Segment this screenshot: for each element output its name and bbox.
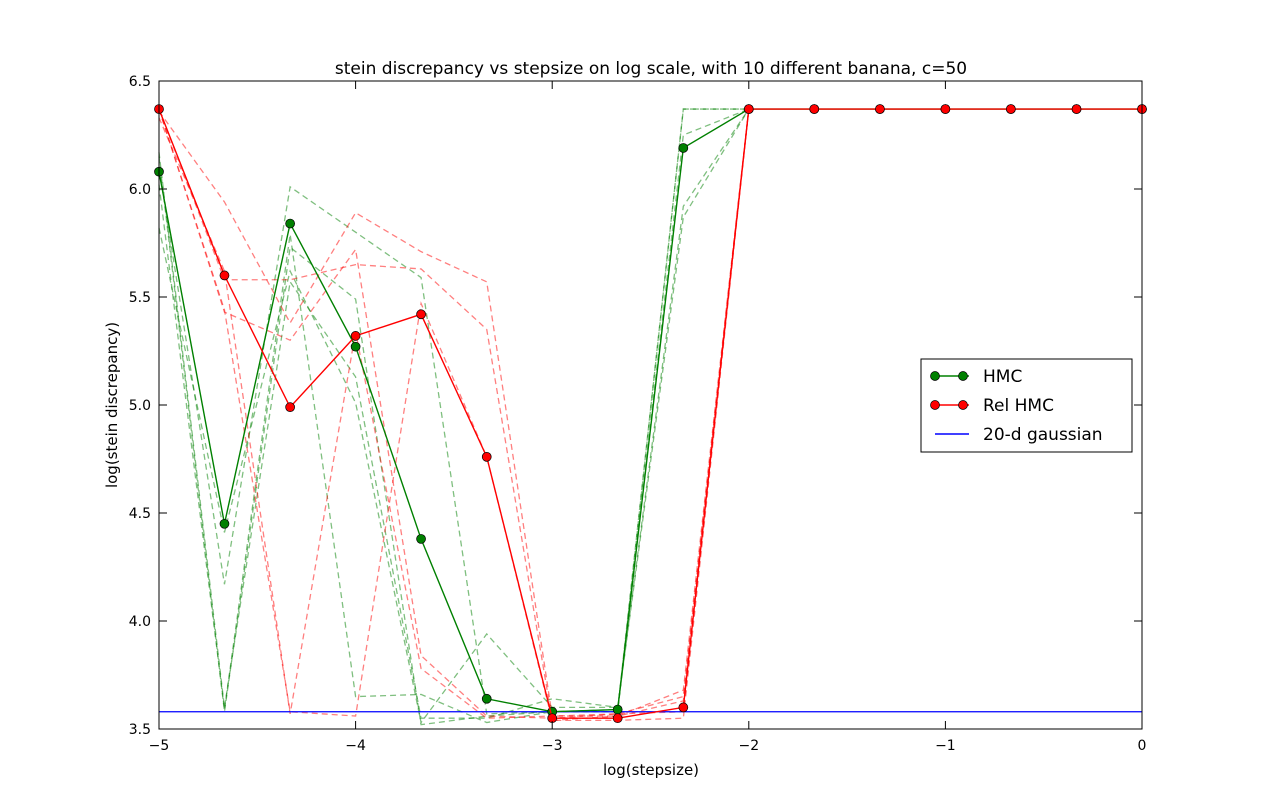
x-tick-label: −1 <box>935 738 956 754</box>
data-point-rel-hmc-3 <box>285 402 295 413</box>
data-point-rel-hmc-6 <box>481 451 492 462</box>
y-tick-label: 6.5 <box>129 74 151 90</box>
legend: HMC Rel HMC 20-d gaussian <box>920 358 1133 453</box>
run-line-hmc-4 <box>158 108 750 719</box>
y-axis-label: log(stein discrepancy) <box>103 322 121 488</box>
legend-label-rel-hmc: Rel HMC <box>983 396 1054 416</box>
data-point-rel-hmc-5 <box>416 309 426 320</box>
run-line-rel-hmc-4 <box>158 108 750 719</box>
y-tick-label: 4.5 <box>129 506 151 522</box>
y-tick-label: 4.0 <box>129 614 151 630</box>
x-tick-label: −5 <box>149 738 170 754</box>
run-line-rel-hmc-5 <box>158 109 750 719</box>
legend-marker-rel-hmc <box>958 400 968 410</box>
y-axis-ticks: 3.5 4.0 4.5 5.0 5.5 6.0 6.5 <box>129 74 1142 738</box>
data-point-rel-hmc-14 <box>1006 104 1016 114</box>
y-tick-label: 5.0 <box>129 398 151 414</box>
run-line-hmc-2 <box>158 108 750 715</box>
y-tick-label: 6.0 <box>129 182 151 198</box>
run-line-rel-hmc-2 <box>158 108 750 722</box>
data-point-hmc-2 <box>219 518 230 529</box>
y-tick-label: 5.5 <box>129 290 151 306</box>
legend-marker-hmc <box>958 371 968 381</box>
data-point-hmc-5 <box>416 534 426 544</box>
data-point-rel-hmc-13 <box>940 104 951 114</box>
data-point-hmc-9 <box>678 143 689 153</box>
legend-label-20-d-gaussian: 20-d gaussian <box>983 425 1103 445</box>
data-point-rel-hmc-8 <box>612 713 623 724</box>
data-point-hmc-4 <box>350 341 361 352</box>
data-point-rel-hmc-9 <box>678 702 689 713</box>
data-point-rel-hmc-10 <box>743 104 754 114</box>
x-tick-label: −4 <box>345 738 366 754</box>
data-point-rel-hmc-2 <box>219 270 230 281</box>
data-point-hmc-6 <box>481 693 492 704</box>
data-point-rel-hmc-12 <box>875 104 885 114</box>
series-line-rel-hmc <box>158 108 1142 719</box>
run-line-hmc-1 <box>158 108 749 726</box>
legend-label-hmc: HMC <box>983 367 1022 387</box>
run-line-rel-hmc-1 <box>158 109 750 717</box>
x-tick-label: −2 <box>738 738 759 754</box>
run-line-hmc-3 <box>158 108 750 725</box>
data-point-hmc-8 <box>612 704 623 715</box>
data-point-rel-hmc-15 <box>1071 104 1082 114</box>
legend-marker-rel-hmc <box>930 400 940 410</box>
mean-series-layer <box>154 104 1147 724</box>
x-axis-label: log(stepsize) <box>603 761 699 779</box>
data-point-rel-hmc-4 <box>350 331 361 341</box>
y-tick-label: 3.5 <box>129 722 151 738</box>
data-point-rel-hmc-11 <box>809 104 820 114</box>
data-point-hmc-3 <box>285 218 295 229</box>
x-axis-ticks: −5 −4 −3 −2 −1 0 <box>149 81 1147 754</box>
x-tick-label: −3 <box>542 738 563 754</box>
x-tick-label: 0 <box>1138 738 1147 754</box>
legend-marker-hmc <box>930 371 940 381</box>
chart-title: stein discrepancy vs stepsize on log sca… <box>335 59 967 79</box>
run-line-rel-hmc-3 <box>158 108 750 722</box>
